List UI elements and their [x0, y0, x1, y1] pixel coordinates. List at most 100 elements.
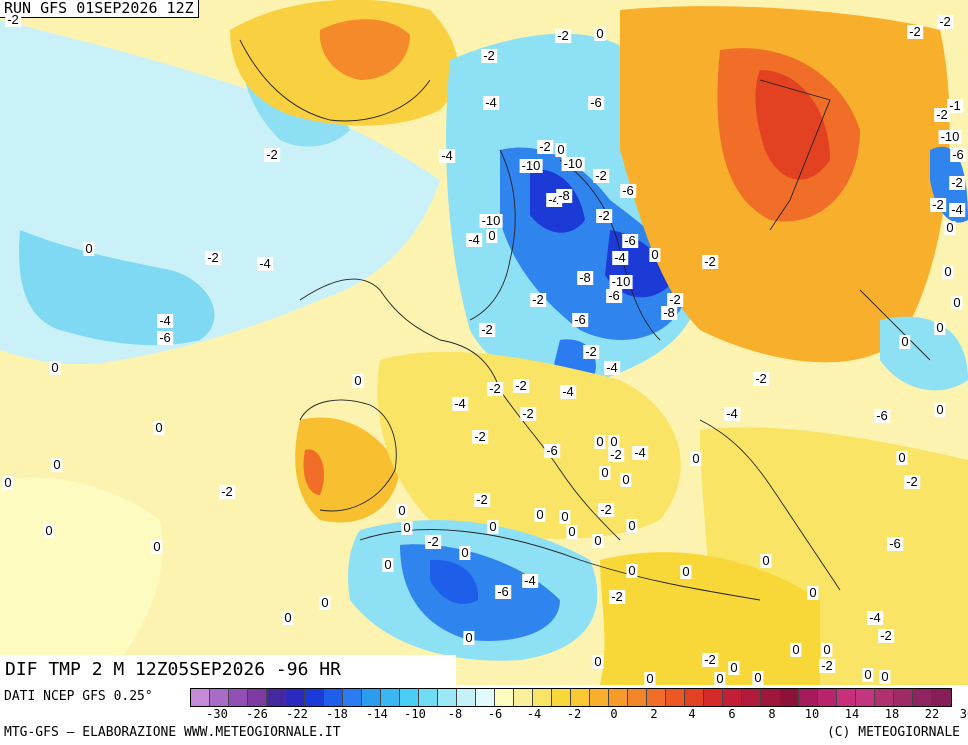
- contour-value-label: 0: [566, 524, 578, 539]
- contour-value-label: -10: [609, 274, 633, 289]
- contour-value-label: 0: [487, 519, 499, 534]
- contour-value-label: 0: [821, 642, 833, 657]
- contour-value-label: 0: [626, 518, 638, 533]
- contour-value-label: -10: [479, 213, 503, 228]
- colorbar-tick-label: 0: [610, 707, 618, 721]
- colorbar-tick-labels: -30 -26 -22 -18 -14 -10 -8 -6 -4 -2 0 2 4 6 8 10 14 18 22 3…: [190, 707, 968, 721]
- contour-value-label: -2: [530, 292, 546, 307]
- colorbar-tick-label: -10: [404, 707, 426, 721]
- colorbar-swatch: [685, 689, 704, 706]
- colorbar-tick-label: 2: [650, 707, 658, 721]
- contour-value-label: -2: [937, 14, 953, 29]
- colorbar-swatch: [381, 689, 400, 706]
- contour-value-label: 0: [43, 523, 55, 538]
- colorbar-swatch: [229, 689, 248, 706]
- contour-value-label: -6: [887, 536, 903, 551]
- colorbar-swatch: [875, 689, 894, 706]
- colorbar-swatch: [191, 689, 210, 706]
- contour-value-label: -4: [452, 396, 468, 411]
- contour-value-label: 0: [83, 241, 95, 256]
- contour-value-label: -6: [620, 183, 636, 198]
- colorbar-swatch: [267, 689, 286, 706]
- colorbar-tick-label: -4: [526, 707, 542, 721]
- colorbar-swatch: [571, 689, 590, 706]
- contour-value-label: 0: [534, 507, 546, 522]
- contour-value-label: -2: [702, 652, 718, 667]
- contour-value-label: -6: [572, 312, 588, 327]
- colorbar-swatch: [894, 689, 913, 706]
- colorbar-tick-label: -6: [487, 707, 503, 721]
- contour-value-label: 0: [608, 434, 620, 449]
- run-title: RUN GFS 01SEP2026 12Z: [0, 0, 199, 18]
- contour-value-label: -4: [612, 250, 628, 265]
- contour-value-label: -10: [561, 156, 585, 171]
- contour-value-label: -4: [439, 148, 455, 163]
- colorbar-swatch: [305, 689, 324, 706]
- contour-value-label: -10: [938, 129, 962, 144]
- colorbar-swatch: [362, 689, 381, 706]
- colorbar-tick-label: -2: [566, 707, 582, 721]
- contour-value-label: -4: [867, 610, 883, 625]
- contour-value-label: 0: [463, 630, 475, 645]
- contour-value-label: -8: [577, 270, 593, 285]
- contour-value-label: -6: [495, 584, 511, 599]
- contour-value-label: -8: [556, 188, 572, 203]
- colorbar-swatch: [609, 689, 628, 706]
- contour-value-label: 0: [486, 228, 498, 243]
- colorbar-tick-label: -26: [246, 707, 268, 721]
- contour-value-label: -2: [753, 371, 769, 386]
- colorbar-tick-label: -30: [206, 707, 228, 721]
- contour-value-label: 0: [401, 520, 413, 535]
- contour-value-label: 0: [51, 457, 63, 472]
- colorbar-swatch: [704, 689, 723, 706]
- contour-value-label: -1: [947, 98, 963, 113]
- contour-value-label: 0: [951, 295, 963, 310]
- data-source-label: DATI NCEP GFS 0.25°: [4, 689, 153, 704]
- colorbar-swatch: [457, 689, 476, 706]
- contour-value-label: 0: [862, 667, 874, 682]
- contour-value-label: 0: [690, 451, 702, 466]
- colorbar-swatch: [590, 689, 609, 706]
- contour-value-label: 0: [396, 503, 408, 518]
- contour-value-label: -10: [519, 158, 543, 173]
- colorbar-swatch: [799, 689, 818, 706]
- contour-value-label: -2: [702, 254, 718, 269]
- contour-value-label: -2: [819, 658, 835, 673]
- contour-value-label: -2: [593, 168, 609, 183]
- colorbar-swatch: [495, 689, 514, 706]
- contour-value-label: 0: [2, 475, 14, 490]
- contour-value-label: -4: [949, 202, 965, 217]
- colorbar-swatch: [818, 689, 837, 706]
- colorbar-swatch: [647, 689, 666, 706]
- colorbar-swatch: [913, 689, 932, 706]
- contour-value-label: -2: [609, 589, 625, 604]
- colorbar: [190, 688, 952, 707]
- contour-value-label: 0: [714, 671, 726, 685]
- contour-value-label: -4: [632, 445, 648, 460]
- colorbar-swatch: [552, 689, 571, 706]
- colorbar-tick-label: -18: [326, 707, 348, 721]
- contour-value-label: 0: [896, 450, 908, 465]
- contour-value-label: -2: [598, 502, 614, 517]
- contour-value-label: -6: [157, 330, 173, 345]
- contour-value-label: -6: [622, 233, 638, 248]
- contour-value-label: 0: [626, 563, 638, 578]
- contour-value-label: -4: [483, 95, 499, 110]
- contour-value-label: 0: [594, 26, 606, 41]
- contour-value-label: -4: [560, 384, 576, 399]
- colorbar-swatch: [533, 689, 552, 706]
- contour-value-label: -2: [608, 447, 624, 462]
- contour-value-label: -2: [425, 534, 441, 549]
- contour-value-label: -4: [724, 406, 740, 421]
- contour-value-label: -2: [555, 28, 571, 43]
- contour-value-label: 0: [879, 669, 891, 684]
- contour-value-label: 0: [644, 671, 656, 685]
- colorbar-tick-label: 22: [924, 707, 940, 721]
- colorbar-swatch: [723, 689, 742, 706]
- contour-value-label: 0: [49, 360, 61, 375]
- contour-value-label: -6: [950, 147, 966, 162]
- contour-value-label: -2: [472, 429, 488, 444]
- colorbar-swatch: [210, 689, 229, 706]
- colorbar-swatch: [780, 689, 799, 706]
- contour-value-label: 0: [728, 660, 740, 675]
